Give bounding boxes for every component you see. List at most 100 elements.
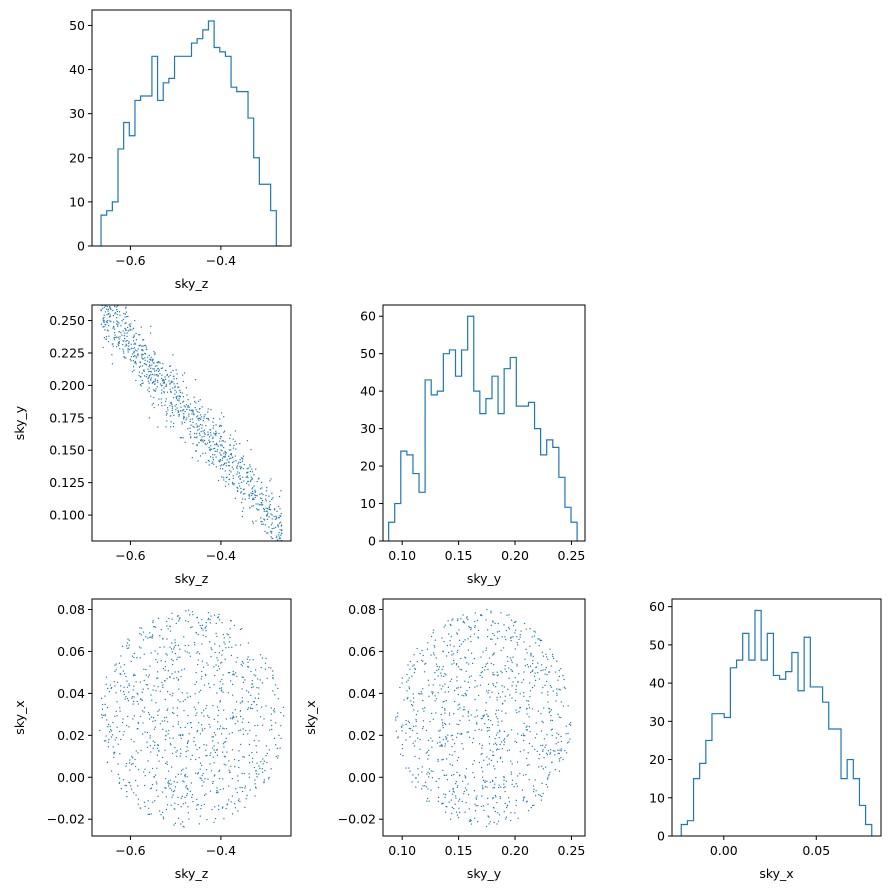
scatter-point	[124, 784, 126, 786]
scatter-point	[442, 727, 444, 729]
scatter-point	[424, 707, 426, 709]
scatter-point	[492, 779, 494, 781]
scatter-point	[515, 709, 517, 711]
scatter-point	[417, 768, 419, 770]
scatter-point	[255, 770, 257, 772]
scatter-point	[435, 712, 437, 714]
scatter-point	[228, 455, 230, 457]
scatter-point	[177, 773, 179, 775]
scatter-point	[465, 768, 468, 770]
scatter-point	[278, 522, 281, 524]
scatter-point	[537, 638, 539, 640]
scatter-point	[186, 651, 188, 653]
y-tick-label: 0.08	[57, 602, 85, 617]
scatter-point	[221, 440, 223, 442]
scatter-point	[209, 726, 211, 728]
scatter-point	[402, 724, 404, 726]
scatter-point	[170, 402, 172, 404]
scatter-point	[447, 734, 449, 736]
scatter-point	[453, 662, 455, 664]
scatter-point	[266, 507, 269, 510]
scatter-point	[139, 627, 141, 629]
scatter-point	[182, 437, 184, 439]
scatter-point	[514, 812, 516, 814]
scatter-point	[240, 743, 242, 746]
scatter-point	[182, 825, 184, 827]
scatter-point	[178, 410, 180, 412]
scatter-point	[445, 674, 447, 676]
scatter-point	[198, 417, 200, 420]
scatter-point	[162, 363, 164, 365]
scatter-point	[452, 653, 455, 655]
scatter-point	[176, 755, 178, 757]
scatter-point	[129, 328, 131, 330]
scatter-point	[457, 693, 459, 696]
scatter-point	[232, 694, 234, 696]
scatter-point	[248, 743, 251, 746]
scatter-point	[486, 780, 488, 782]
scatter-point	[139, 344, 141, 346]
scatter-point	[198, 653, 201, 655]
scatter-point	[163, 390, 165, 393]
scatter-point	[271, 498, 273, 501]
scatter-point	[181, 421, 183, 423]
scatter-point	[491, 780, 494, 782]
scatter-point	[219, 687, 221, 690]
scatter-point	[409, 770, 411, 772]
scatter-point	[133, 369, 135, 371]
scatter-point	[201, 440, 203, 442]
scatter-point	[431, 691, 433, 693]
scatter-point	[128, 342, 130, 344]
scatter-point	[427, 797, 429, 800]
scatter-point	[456, 663, 458, 665]
scatter-point	[437, 692, 439, 694]
scatter-point	[120, 685, 122, 687]
scatter-point	[451, 734, 453, 736]
scatter-point	[163, 381, 165, 383]
scatter-point	[124, 345, 126, 347]
scatter-point	[185, 786, 187, 788]
scatter-point	[138, 371, 141, 373]
scatter-point	[234, 807, 237, 809]
scatter-point	[438, 666, 441, 668]
scatter-point	[146, 741, 148, 743]
scatter-point	[215, 442, 218, 444]
scatter-point	[503, 730, 505, 732]
scatter-point	[496, 696, 498, 698]
scatter-point	[117, 681, 119, 683]
scatter-point	[182, 803, 184, 805]
scatter-point	[159, 646, 161, 649]
scatter-point	[260, 666, 262, 669]
scatter-point	[179, 391, 182, 393]
scatter-point	[182, 780, 184, 782]
scatter-point	[213, 448, 215, 450]
scatter-point	[531, 686, 534, 689]
scatter-point	[150, 377, 152, 379]
scatter-point	[161, 379, 164, 381]
scatter-point	[523, 796, 525, 798]
scatter-point	[278, 517, 280, 519]
scatter-point	[176, 658, 178, 661]
scatter-point	[522, 774, 525, 776]
scatter-point	[546, 680, 548, 683]
scatter-point	[406, 681, 408, 683]
scatter-point	[151, 373, 154, 376]
scatter-point	[483, 809, 485, 812]
y-tick-label: 30	[69, 106, 85, 121]
scatter-point	[419, 693, 421, 695]
scatter-point	[153, 368, 155, 370]
scatter-point	[242, 458, 244, 460]
scatter-point	[254, 494, 256, 496]
scatter-point	[215, 632, 217, 635]
scatter-point	[176, 395, 178, 397]
scatter-point	[270, 713, 272, 715]
scatter-point	[529, 645, 531, 647]
y-tick-label: −0.02	[338, 812, 376, 827]
scatter-point	[159, 690, 161, 692]
scatter-point	[116, 320, 118, 322]
scatter-point	[102, 294, 103, 295]
scatter-point	[498, 784, 500, 786]
scatter-point	[441, 719, 443, 721]
scatter-point	[268, 508, 270, 510]
scatter-point	[272, 670, 274, 672]
